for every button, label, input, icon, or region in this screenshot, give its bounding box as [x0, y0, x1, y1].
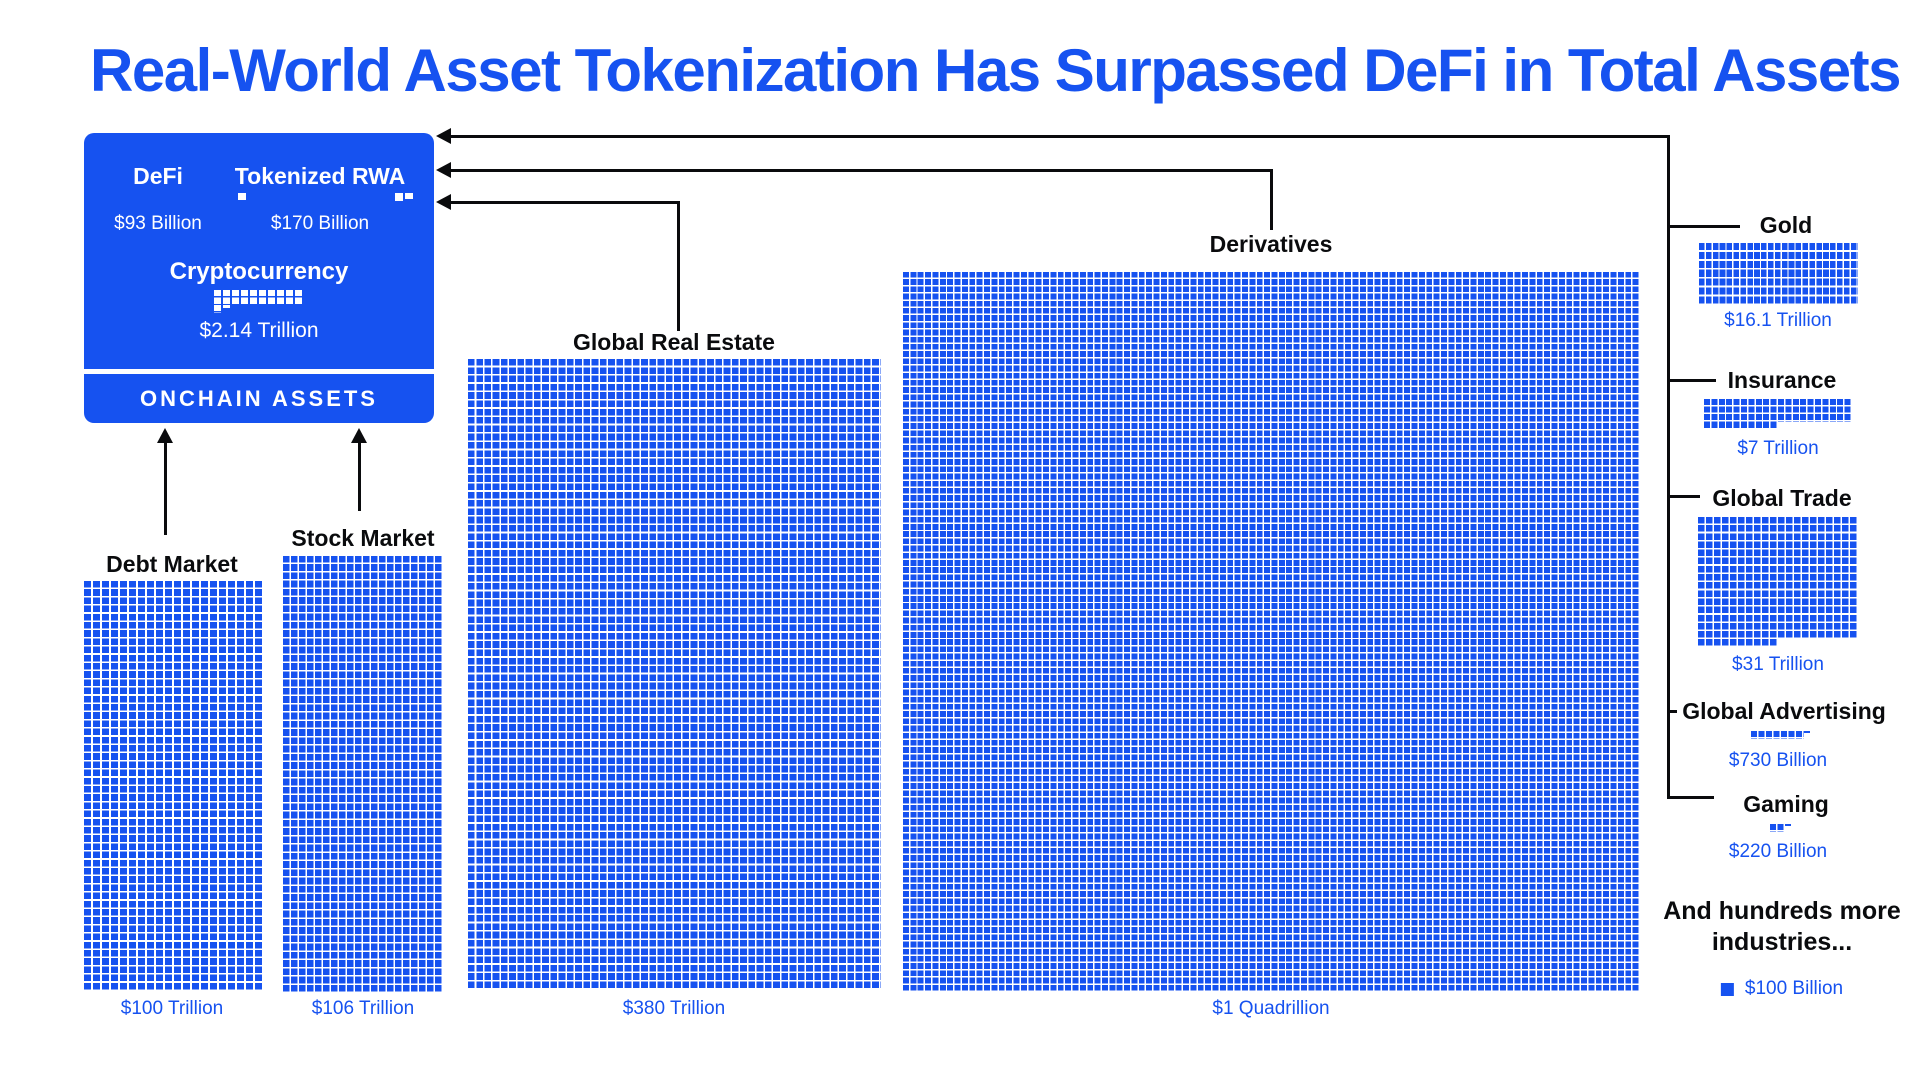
waffle-partial-square — [223, 305, 231, 308]
defi-label: DeFi — [133, 163, 183, 189]
waffle-remainder-squares — [214, 305, 223, 313]
waffle-remainder-squares — [1704, 421, 1778, 429]
waffle-remainder-row — [1698, 639, 1858, 648]
chart-value: $730 Billion — [1728, 750, 1828, 771]
waffle-grid — [1704, 399, 1852, 429]
waffle-full-rows — [84, 581, 264, 991]
waffle-remainder-squares — [1751, 731, 1804, 739]
waffle-grid — [1751, 731, 1810, 739]
chart-label: Global Real Estate — [573, 329, 775, 355]
note-more-industries: And hundreds more industries... — [1663, 897, 1901, 956]
arrow-line-real-estate — [451, 201, 679, 204]
tick-global-advertising — [1668, 710, 1677, 713]
chart-value: $380 Trillion — [622, 998, 726, 1019]
stock-up-arrow-stem — [358, 443, 361, 511]
waffle-full-rows — [468, 359, 881, 990]
chart-label: Debt Market — [106, 551, 238, 577]
chart-label: Gaming — [1743, 791, 1829, 817]
chart-value: $16.1 Trillion — [1724, 310, 1832, 331]
defi-value: $93 Billion — [114, 213, 202, 234]
tick-global-trade — [1668, 495, 1700, 498]
chart-label: Insurance — [1727, 367, 1837, 393]
rwa-label: Tokenized RWA — [234, 163, 406, 189]
waffle-remainder-row — [395, 193, 413, 202]
waffle-partial-square — [1803, 731, 1810, 733]
waffle-grid — [903, 272, 1640, 992]
legend: $100 Billion — [1720, 978, 1844, 1000]
chart-label: Gold — [1759, 212, 1813, 238]
waffle-grid — [1698, 517, 1858, 648]
waffle-remainder-row — [1704, 421, 1852, 429]
crypto-value: $2.14 Trillion — [199, 319, 319, 342]
rwa-waffle — [395, 193, 413, 202]
chart-label: Global Advertising — [1682, 698, 1886, 724]
arrowhead-onchain-1-icon — [436, 128, 451, 144]
waffle-grid — [283, 556, 443, 994]
arrowhead-stock-up-icon — [351, 428, 367, 443]
waffle-remainder-row — [238, 193, 246, 201]
waffle-remainder-row — [1770, 824, 1791, 832]
chart-label: Derivatives — [1209, 231, 1333, 257]
waffle-grid — [1770, 824, 1791, 832]
waffle-partial-square — [1785, 824, 1791, 826]
chart-value: $106 Trillion — [311, 998, 415, 1019]
derivatives-drop-line — [1270, 169, 1273, 230]
waffle-grid — [468, 359, 881, 990]
chart-value: $31 Trillion — [1732, 654, 1824, 675]
arrowhead-debt-up-icon — [157, 428, 173, 443]
crypto-label: Cryptocurrency — [169, 258, 349, 285]
waffle-grid — [84, 581, 264, 991]
waffle-remainder-squares — [1770, 824, 1785, 832]
waffle-partial-square — [238, 193, 246, 201]
page-title: Real-World Asset Tokenization Has Surpas… — [90, 37, 1902, 104]
arrowhead-onchain-3-icon — [436, 194, 451, 210]
waffle-partial-square — [405, 193, 413, 199]
waffle-full-rows — [1699, 243, 1858, 306]
waffle-full-rows — [1698, 517, 1858, 640]
chart-label: Global Trade — [1712, 485, 1852, 511]
tick-gaming — [1668, 796, 1714, 799]
defi-waffle — [238, 193, 246, 201]
arrow-line-right-bracket — [451, 135, 1670, 138]
waffle-full-rows — [214, 290, 304, 306]
chart-value: $220 Billion — [1728, 841, 1828, 862]
arrowhead-onchain-2-icon — [436, 162, 451, 178]
waffle-full-rows — [903, 272, 1640, 992]
waffle-remainder-row — [1751, 731, 1810, 739]
waffle-full-rows — [1704, 399, 1852, 422]
legend-label: $100 Billion — [1744, 978, 1844, 999]
real-estate-drop-line — [677, 201, 680, 331]
tick-gold — [1668, 225, 1740, 228]
legend-square-icon — [1720, 982, 1734, 996]
rwa-value: $170 Billion — [270, 213, 370, 234]
onchain-panel: DeFi Tokenized RWA $93 Billion $170 Bill… — [84, 133, 434, 369]
waffle-full-rows — [283, 556, 443, 994]
chart-value: $7 Trillion — [1737, 438, 1819, 459]
bracket-spine — [1667, 135, 1670, 799]
tick-insurance — [1668, 379, 1716, 382]
waffle-grid — [1699, 243, 1858, 306]
waffle-remainder-row — [214, 305, 304, 313]
waffle-remainder-squares — [1698, 639, 1778, 648]
debt-up-arrow-stem — [164, 443, 167, 535]
chart-label: Stock Market — [291, 525, 435, 551]
chart-value: $1 Quadrillion — [1212, 998, 1330, 1019]
waffle-remainder-squares — [395, 193, 405, 202]
crypto-waffle — [214, 290, 304, 313]
chart-value: $100 Trillion — [120, 998, 224, 1019]
arrow-line-derivatives — [451, 169, 1272, 172]
onchain-assets-banner: ONCHAIN ASSETS — [84, 374, 434, 423]
